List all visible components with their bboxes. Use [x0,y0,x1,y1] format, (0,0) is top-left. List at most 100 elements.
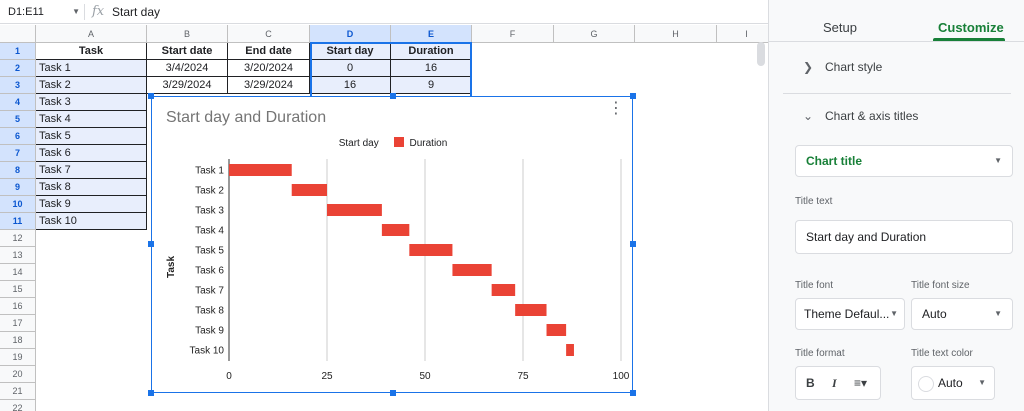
row-header[interactable]: 9 [0,179,36,196]
title-text-input[interactable]: Start day and Duration [795,220,1013,254]
more-vert-icon[interactable]: ⋮ [608,100,624,117]
row-header[interactable]: 3 [0,77,36,94]
header-cell[interactable]: Duration [391,43,472,60]
column-header[interactable]: G [554,25,635,43]
resize-handle[interactable] [630,93,636,99]
row-header[interactable]: 19 [0,349,36,366]
align-button[interactable]: ≡▾ [854,376,868,390]
header-cell[interactable]: Task [36,43,147,60]
row-header[interactable]: 11 [0,213,36,230]
resize-handle[interactable] [390,390,396,396]
table-cell[interactable]: 3/20/2024 [228,60,310,77]
task-cell[interactable]: Task 5 [36,128,147,145]
table-cell[interactable]: 0 [310,60,391,77]
row-header[interactable]: 6 [0,128,36,145]
chart-editor-panel: Setup Customize ❯ Chart style ⌄ Chart & … [768,0,1024,411]
table-cell[interactable]: 3/29/2024 [228,77,310,94]
table-cell[interactable]: 16 [310,77,391,94]
row-header[interactable]: 4 [0,94,36,111]
column-header[interactable]: E [391,25,472,43]
row-header[interactable]: 18 [0,332,36,349]
row-header[interactable]: 21 [0,383,36,400]
bar-duration [515,304,547,316]
row-header[interactable]: 10 [0,196,36,213]
chevron-down-icon[interactable]: ▼ [72,7,80,16]
gantt-chart[interactable]: Start day and Duration ⋮ Start day Durat… [148,93,636,396]
column-header[interactable]: A [36,25,147,43]
y-tick-label: Task 3 [195,206,224,217]
task-cell[interactable]: Task 8 [36,179,147,196]
row-header[interactable]: 20 [0,366,36,383]
resize-handle[interactable] [630,241,636,247]
tab-setup[interactable]: Setup [823,20,857,35]
legend-start-day: Start day [338,138,379,149]
task-cell[interactable]: Task 1 [36,60,147,77]
row-header[interactable]: 13 [0,247,36,264]
row-header[interactable]: 8 [0,162,36,179]
y-tick-label: Task 10 [190,346,225,357]
y-tick-label: Task 2 [195,186,224,197]
table-cell[interactable]: 3/29/2024 [147,77,228,94]
italic-button[interactable]: I [832,376,837,390]
header-cell[interactable]: Start date [147,43,228,60]
column-header[interactable]: B [147,25,228,43]
row-header[interactable]: 2 [0,60,36,77]
chart-legend: Start day Duration [152,137,634,149]
title-size-value: Auto [922,307,947,321]
row-header[interactable]: 7 [0,145,36,162]
y-tick-label: Task 6 [195,266,224,277]
title-size-select[interactable]: Auto ▼ [911,298,1013,330]
chevron-down-icon[interactable]: ⌄ [803,109,814,123]
tab-customize[interactable]: Customize [938,20,1004,35]
bar-duration [381,224,410,236]
resize-handle[interactable] [390,93,396,99]
legend-duration: Duration [409,138,448,149]
table-cell[interactable]: 16 [391,60,472,77]
row-header[interactable]: 1 [0,43,36,60]
title-size-label: Title font size [911,280,970,291]
chart-plot: 0 25 50 75 100 Task Task 1 Task 2 Task 3 Task 4 Ta… [166,159,630,382]
select-all-corner[interactable] [0,25,36,43]
column-header[interactable]: F [472,25,554,43]
title-target-select[interactable]: Chart title ▼ [795,145,1013,177]
task-cell[interactable]: Task 3 [36,94,147,111]
task-cell[interactable]: Task 6 [36,145,147,162]
section-axis-titles[interactable]: Chart & axis titles [825,109,919,123]
table-cell[interactable]: 3/4/2024 [147,60,228,77]
title-font-select[interactable]: Theme Defaul... ▼ [795,298,905,330]
row-header[interactable]: 22 [0,400,36,411]
row-header[interactable]: 5 [0,111,36,128]
row-header[interactable]: 14 [0,264,36,281]
name-box-value: D1:E11 [8,6,44,18]
table-cell[interactable]: 9 [391,77,472,94]
vertical-scrollbar[interactable] [757,42,765,66]
header-cell[interactable]: Start day [310,43,391,60]
row-header[interactable]: 17 [0,315,36,332]
section-chart-style[interactable]: Chart style [825,60,883,74]
fx-icon: fx [92,4,105,19]
resize-handle[interactable] [148,93,154,99]
chevron-right-icon[interactable]: ❯ [803,60,814,74]
resize-handle[interactable] [148,241,154,247]
row-header[interactable]: 12 [0,230,36,247]
name-box[interactable]: D1:E11 ▼ [8,3,80,21]
column-header[interactable]: I [717,25,768,43]
formula-input[interactable]: Start day [112,5,161,19]
task-cell[interactable]: Task 4 [36,111,147,128]
resize-handle[interactable] [148,390,154,396]
column-header[interactable]: C [228,25,310,43]
task-cell[interactable]: Task 7 [36,162,147,179]
y-tick-label: Task 5 [195,246,224,257]
title-color-select[interactable]: Auto ▼ [911,366,995,400]
bold-button[interactable]: B [806,376,815,390]
column-header[interactable]: D [310,25,391,43]
column-header[interactable]: H [635,25,717,43]
task-cell[interactable]: Task 10 [36,213,147,230]
header-cell[interactable]: End date [228,43,310,60]
resize-handle[interactable] [630,390,636,396]
task-cell[interactable]: Task 9 [36,196,147,213]
row-header[interactable]: 16 [0,298,36,315]
row-header[interactable]: 15 [0,281,36,298]
task-cell[interactable]: Task 2 [36,77,147,94]
